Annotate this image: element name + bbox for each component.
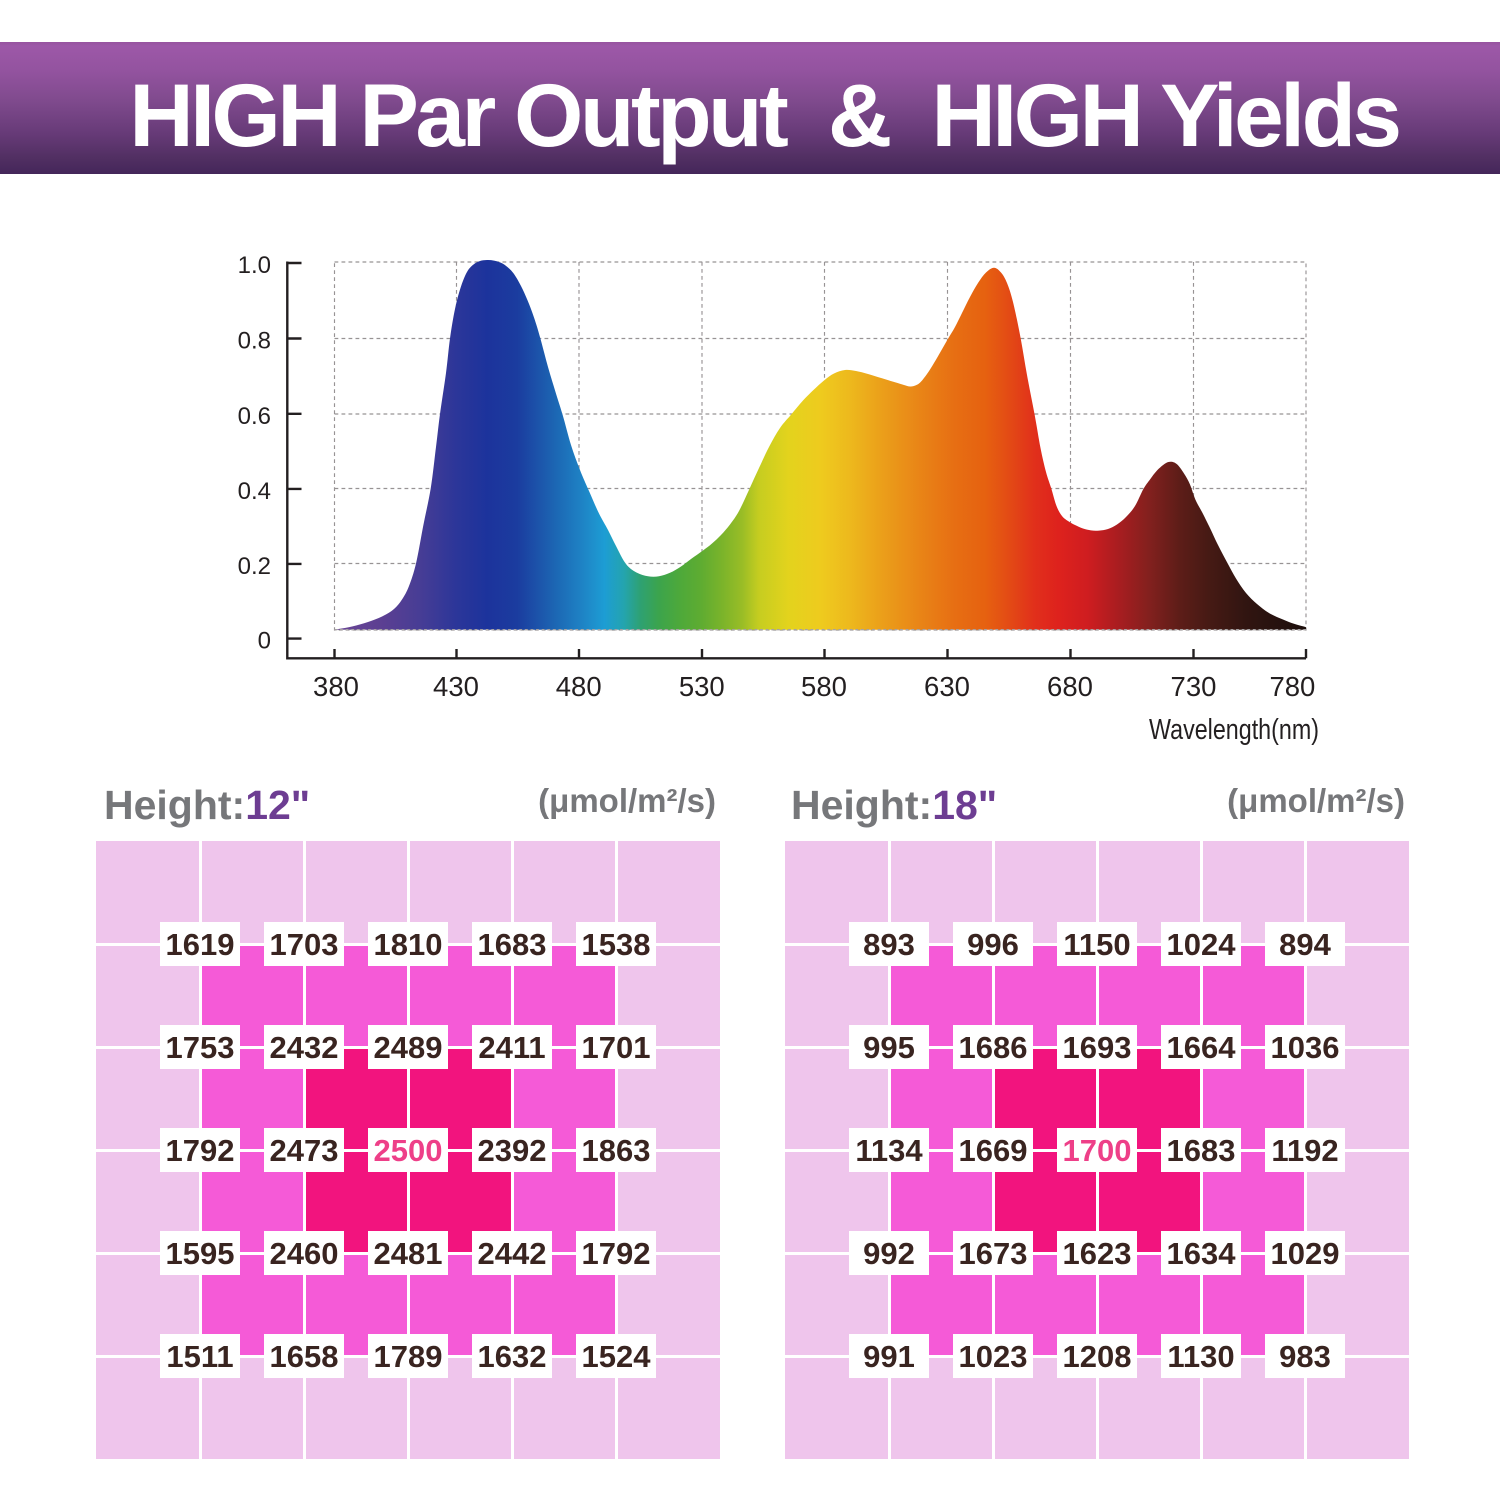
svg-text:0.8: 0.8 (238, 328, 271, 355)
svg-text:580: 580 (801, 671, 847, 702)
svg-text:0.2: 0.2 (238, 553, 271, 580)
svg-text:0.4: 0.4 (238, 478, 271, 505)
svg-text:430: 430 (433, 671, 479, 702)
svg-text:480: 480 (556, 671, 602, 702)
svg-text:0.6: 0.6 (238, 403, 271, 430)
svg-text:380: 380 (313, 671, 359, 702)
svg-text:0: 0 (258, 628, 271, 655)
svg-text:Wavelength(nm): Wavelength(nm) (1149, 714, 1319, 746)
svg-text:630: 630 (924, 671, 970, 702)
svg-text:730: 730 (1171, 671, 1217, 702)
svg-text:680: 680 (1047, 671, 1093, 702)
svg-text:530: 530 (679, 671, 725, 702)
svg-text:1.0: 1.0 (238, 252, 271, 279)
svg-text:780: 780 (1269, 671, 1315, 702)
